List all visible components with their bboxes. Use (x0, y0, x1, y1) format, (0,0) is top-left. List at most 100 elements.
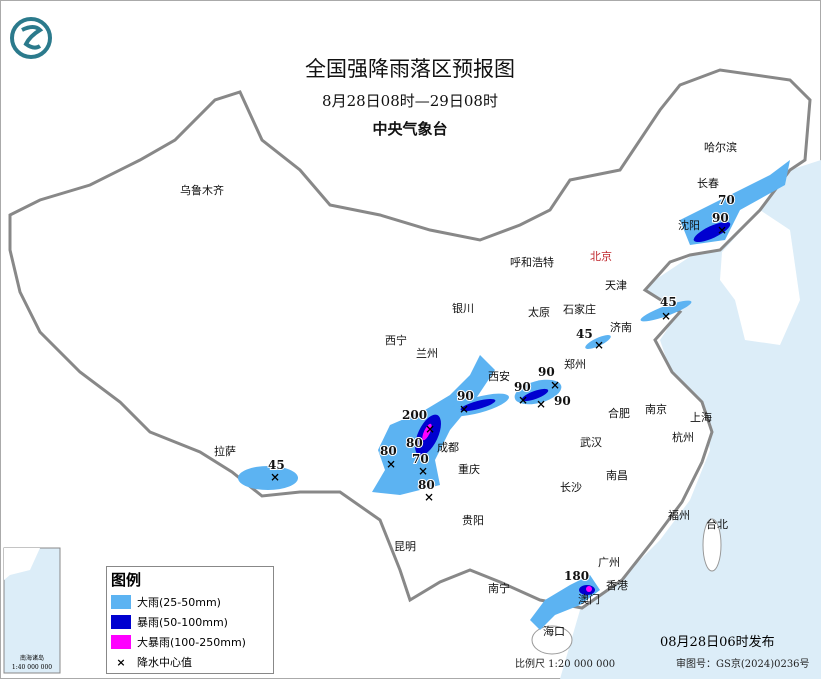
heavy-rain-northeast (680, 160, 790, 245)
x-mark-icon: × (386, 457, 396, 471)
city-label: 天津 (605, 279, 627, 292)
forecast-period: 8月28日08时—29日08时 (322, 92, 498, 110)
city-label: 济南 (610, 320, 632, 334)
heavy-rainstorm-sichuan (422, 423, 432, 441)
x-mark-icon: × (518, 393, 528, 407)
rain-center-value: 90 (554, 394, 571, 408)
city-labels: 哈尔滨 长春 沈阳 北京 天津 呼和浩特 石家庄 太原 济南 银川 西宁 兰州 … (180, 140, 737, 638)
city-label: 拉萨 (214, 444, 236, 458)
korean-peninsula (720, 210, 800, 345)
legend-label: 暴雨(50-100mm) (137, 616, 228, 629)
city-label: 海口 (543, 624, 565, 638)
heavy-rain-swatch (111, 595, 131, 609)
city-label: 澳门 (578, 592, 600, 606)
city-label: 银川 (452, 301, 474, 315)
taiwan-island (702, 518, 722, 572)
city-label: 上海 (690, 410, 712, 424)
rainstorm-swatch (111, 615, 131, 629)
rain-center-value: 45 (268, 458, 285, 472)
x-mark-icon: × (594, 338, 604, 352)
rain-center-value: 70 (412, 452, 429, 466)
legend-label: 大暴雨(100-250mm) (137, 636, 246, 649)
city-label: 杭州 (672, 430, 694, 444)
city-label: 台北 (706, 517, 728, 531)
legend-label: 降水中心值 (137, 656, 192, 669)
city-label: 合肥 (608, 406, 630, 420)
rain-center-value: 180 (564, 569, 589, 583)
x-mark-icon: × (418, 464, 428, 478)
rain-center: 45× (575, 326, 604, 352)
legend: 图例 大雨(25-50mm) 暴雨(50-100mm) 大暴雨(100-250m… (106, 566, 274, 674)
rain-center: 200× (401, 407, 435, 436)
city-label: 昆明 (394, 540, 416, 553)
x-mark-icon: × (717, 223, 727, 237)
city-label: 长春 (697, 177, 719, 190)
city-label: 成都 (437, 441, 459, 454)
heavy-rain-shandong (640, 300, 692, 322)
x-mark-icon: × (425, 422, 435, 436)
heavy-rain-jinan (585, 335, 611, 349)
city-label: 长沙 (560, 481, 582, 494)
x-mark-icon: × (661, 309, 671, 323)
rain-center-value: 90 (538, 365, 555, 379)
inset-label: 南海诸岛 (20, 654, 44, 662)
rain-center: 80× (379, 443, 398, 471)
legend-label: 大雨(25-50mm) (137, 596, 221, 609)
rain-areas (238, 160, 790, 630)
x-mark-icon: × (424, 490, 434, 504)
city-label: 贵阳 (462, 514, 484, 527)
city-label: 广州 (598, 556, 620, 569)
inset-scale: 1:40 000 000 (12, 664, 52, 671)
rain-center: 90× (711, 210, 730, 237)
rain-center-value: 200 (402, 408, 427, 422)
city-label: 西宁 (385, 333, 407, 347)
city-label: 福州 (668, 508, 690, 522)
issued-time: 08月28日06时发布 (660, 635, 775, 650)
rainstorm-shaanxi (460, 398, 496, 412)
rain-center-value: 45 (660, 295, 677, 309)
rain-center-value: 90 (457, 389, 474, 403)
city-label: 重庆 (458, 462, 480, 476)
rain-center-value: 70 (718, 193, 735, 207)
legend-item-heavy-rain: 大雨(25-50mm) (111, 592, 273, 612)
rain-center: 90× (513, 379, 532, 407)
x-mark-icon: × (536, 397, 546, 411)
city-label: 石家庄 (563, 302, 596, 316)
legend-item-rainstorm: 暴雨(50-100mm) (111, 612, 273, 632)
rain-center: 90× (537, 364, 560, 392)
x-mark-icon: × (550, 378, 560, 392)
issuer: 中央气象台 (372, 120, 447, 138)
rain-center: 90 × (536, 393, 572, 411)
city-label: 郑州 (564, 357, 586, 371)
rain-center: 90× (456, 388, 475, 416)
rainstorm-henan (521, 388, 549, 402)
heavy-rainstorm-swatch (111, 635, 131, 649)
scale-text: 比例尺 1:20 000 000 (515, 657, 615, 670)
rain-center-value: 90 (514, 380, 531, 394)
city-label: 乌鲁木齐 (180, 183, 224, 197)
legend-title: 图例 (111, 571, 142, 589)
cma-dragon-logo (10, 17, 52, 59)
rain-center-value: 90 (712, 211, 729, 225)
city-label: 沈阳 (678, 218, 700, 232)
city-label: 太原 (528, 306, 550, 319)
city-label: 南昌 (606, 469, 628, 482)
south-china-sea-inset: 南海诸岛 1:40 000 000 (3, 547, 61, 674)
rain-center-value: 80 (418, 478, 435, 492)
rain-center: 45× (267, 457, 286, 484)
hainan-island (531, 625, 573, 655)
rain-center: 80× (417, 477, 436, 504)
city-label: 南京 (645, 402, 667, 416)
x-mark-icon: × (270, 470, 280, 484)
map-title: 全国强降雨落区预报图 (305, 57, 515, 81)
city-label: 呼和浩特 (510, 255, 554, 269)
china-outline (8, 68, 812, 610)
rain-center-value: 45 (576, 327, 593, 341)
rainstorm-northeast (693, 221, 731, 243)
rain-center: 180 (563, 568, 590, 584)
logo (10, 17, 52, 59)
capital-label: 北京 (590, 249, 612, 263)
rain-center: 70× (411, 451, 430, 478)
legend-item-center: × 降水中心值 (111, 652, 273, 672)
